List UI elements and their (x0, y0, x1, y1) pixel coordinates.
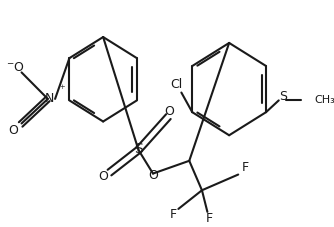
Text: O: O (98, 170, 108, 183)
Text: $^{+}$: $^{+}$ (59, 84, 66, 94)
Text: F: F (169, 208, 176, 221)
Text: $^{-}$O: $^{-}$O (6, 61, 25, 74)
Text: O: O (8, 124, 18, 137)
Text: F: F (206, 212, 213, 225)
Text: S: S (279, 90, 287, 103)
Text: O: O (148, 169, 158, 182)
Text: S: S (134, 142, 143, 156)
Text: O: O (164, 105, 174, 118)
Text: CH₃: CH₃ (314, 95, 334, 105)
Text: F: F (242, 161, 249, 174)
Text: N: N (45, 92, 54, 105)
Text: Cl: Cl (171, 78, 183, 91)
